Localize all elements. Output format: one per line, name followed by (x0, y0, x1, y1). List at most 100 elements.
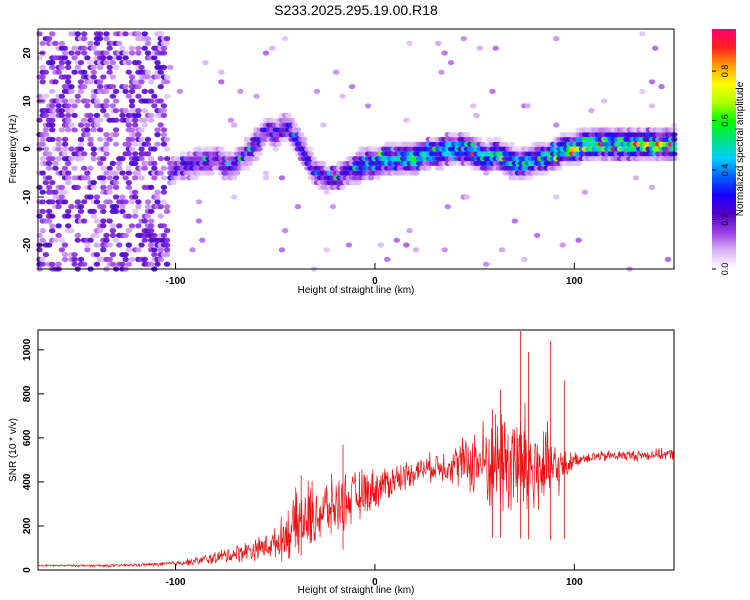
heatmap-cell (125, 69, 133, 75)
heatmap-cell (154, 261, 161, 267)
heatmap-cell (84, 122, 91, 128)
heatmap-cell (103, 170, 110, 176)
heatmap-cell (131, 160, 139, 166)
heatmap-cell (119, 156, 126, 162)
heatmap-cell (87, 141, 94, 147)
heatmap-cell (138, 64, 145, 70)
heatmap-cell (61, 199, 69, 205)
heatmap-cell (151, 247, 158, 253)
heatmap-cell (163, 237, 171, 243)
heatmap-cell (163, 252, 171, 258)
heatmap-cell (61, 151, 69, 157)
heatmap-cell (74, 50, 81, 56)
heatmap-cell (154, 74, 161, 80)
heatmap-cell (39, 141, 46, 147)
heatmap-cell (109, 228, 117, 234)
heatmap-cell (135, 60, 142, 66)
heatmap-cell (100, 55, 107, 61)
heatmap-cell (45, 165, 53, 171)
heatmap-cell (49, 228, 56, 234)
heatmap-cell (109, 252, 117, 258)
heatmap-cell (87, 79, 94, 85)
heatmap-cell (103, 98, 110, 104)
heatmap-cell (256, 146, 263, 152)
colorbar-label: Normalized spectral amplitude (735, 81, 746, 216)
heatmap-cell (463, 132, 471, 138)
heatmap-cell (49, 117, 56, 123)
heatmap-cell (71, 45, 78, 51)
heatmap-cell (49, 60, 56, 66)
heatmap-cell (138, 127, 145, 133)
heatmap-cell (450, 160, 458, 166)
heatmap-cell (553, 36, 560, 42)
heatmap-cell (648, 184, 656, 190)
heatmap-cell (106, 55, 113, 61)
heatmap-cell (36, 232, 43, 238)
heatmap-cell (49, 199, 56, 205)
heatmap-cell (259, 141, 266, 147)
heatmap-cell (55, 232, 62, 238)
heatmap-cell (163, 146, 171, 152)
heatmap-cell (93, 232, 101, 238)
heatmap-cell (160, 50, 168, 56)
heatmap-cell (482, 261, 490, 267)
heatmap-cell (87, 165, 94, 171)
heatmap-cell (90, 184, 97, 190)
heatmap-cell (218, 146, 225, 152)
heatmap-cell (163, 208, 171, 214)
heatmap-cell (58, 184, 66, 190)
heatmap-cell (141, 88, 148, 94)
heatmap-cell (68, 50, 75, 56)
snr-y-axis-label: SNR (10 * v/v) (8, 418, 19, 482)
heatmap-cell (61, 141, 69, 147)
heatmap-cell (39, 189, 46, 195)
spectrogram-y-ticks: -20 -10 0 10 20 (22, 47, 44, 252)
heatmap-cell (96, 127, 104, 133)
heatmap-cell (42, 93, 50, 99)
snr-y-ticks: 0 200 400 600 800 1000 (22, 338, 44, 573)
heatmap-cell (119, 261, 126, 267)
heatmap-cell (163, 36, 171, 42)
heatmap-cell (125, 141, 133, 147)
heatmap-cell (157, 69, 164, 75)
heatmap-cell (154, 60, 161, 66)
heatmap-cell (116, 165, 123, 171)
heatmap-cell (55, 69, 62, 75)
heatmap-cell (42, 146, 50, 152)
heatmap-cell (39, 237, 46, 243)
heatmap-cell (151, 175, 158, 181)
x-tick-label: -100 (166, 577, 186, 588)
heatmap-cell (135, 132, 142, 138)
heatmap-cell (39, 256, 46, 262)
x-tick-label: 0 (372, 577, 378, 588)
heatmap-cell (234, 170, 241, 176)
heatmap-cell (45, 160, 53, 166)
heatmap-cell (71, 103, 78, 109)
heatmap-cell (170, 180, 177, 186)
heatmap-cell (131, 117, 139, 123)
heatmap-cell (93, 40, 101, 47)
heatmap-cell (135, 204, 142, 210)
heatmap-cell (61, 252, 69, 258)
heatmap-cell (125, 60, 133, 66)
heatmap-cell (125, 180, 133, 186)
heatmap-cell (138, 175, 145, 181)
heatmap-cell (100, 208, 107, 214)
heatmap-cell (160, 45, 168, 51)
heatmap-cell (345, 242, 353, 248)
heatmap-cell (639, 31, 646, 37)
heatmap-cell (157, 84, 164, 90)
heatmap-cell (52, 165, 59, 171)
heatmap-cell (125, 165, 133, 171)
heatmap-cell (80, 151, 88, 157)
heatmap-cell (65, 112, 72, 118)
heatmap-cell (52, 79, 59, 85)
heatmap-cell (74, 232, 81, 238)
heatmap-cell (163, 74, 171, 80)
heatmap-cell (100, 180, 107, 186)
y-tick-label: 600 (22, 429, 33, 446)
heatmap-cell (96, 117, 104, 123)
heatmap-cell (157, 156, 164, 162)
heatmap-cell (109, 223, 117, 229)
heatmap-cell (71, 256, 78, 262)
